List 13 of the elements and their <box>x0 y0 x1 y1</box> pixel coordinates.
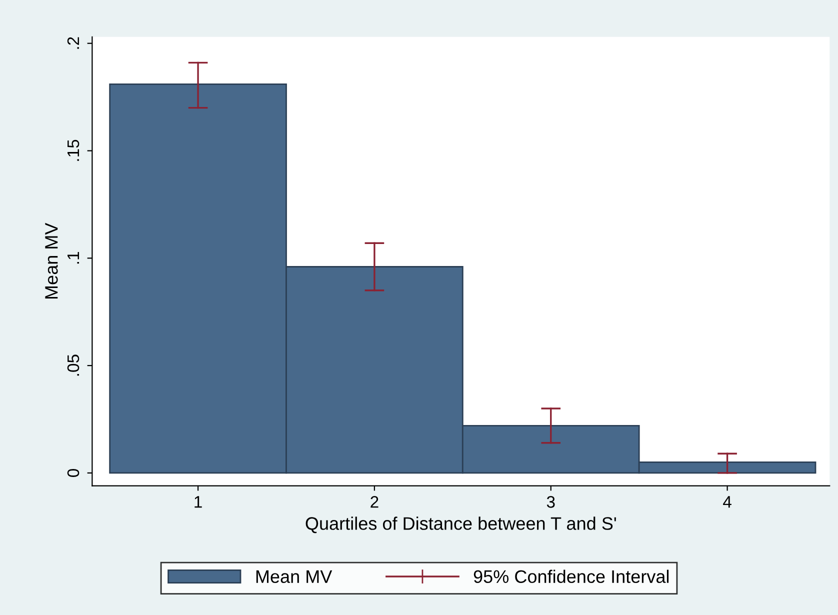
y-axis-title: Mean MV <box>45 222 58 299</box>
x-tick-label: 2 <box>370 496 378 508</box>
x-tick-label: 1 <box>194 496 202 508</box>
x-axis-title: Quartiles of Distance between T and S' <box>306 516 616 534</box>
x-tick-label: 3 <box>546 496 555 508</box>
legend-label: Mean MV <box>256 570 332 584</box>
y-tick-label: .15 <box>68 140 80 161</box>
text: 95% Confidence Interval <box>474 570 669 584</box>
y-tick-label: 0 <box>67 468 80 477</box>
y-tick-label: .1 <box>68 252 79 264</box>
y-tick-label: .2 <box>67 37 79 49</box>
x-tick-label: 4 <box>723 496 732 508</box>
y-tick-label: .05 <box>67 354 80 376</box>
